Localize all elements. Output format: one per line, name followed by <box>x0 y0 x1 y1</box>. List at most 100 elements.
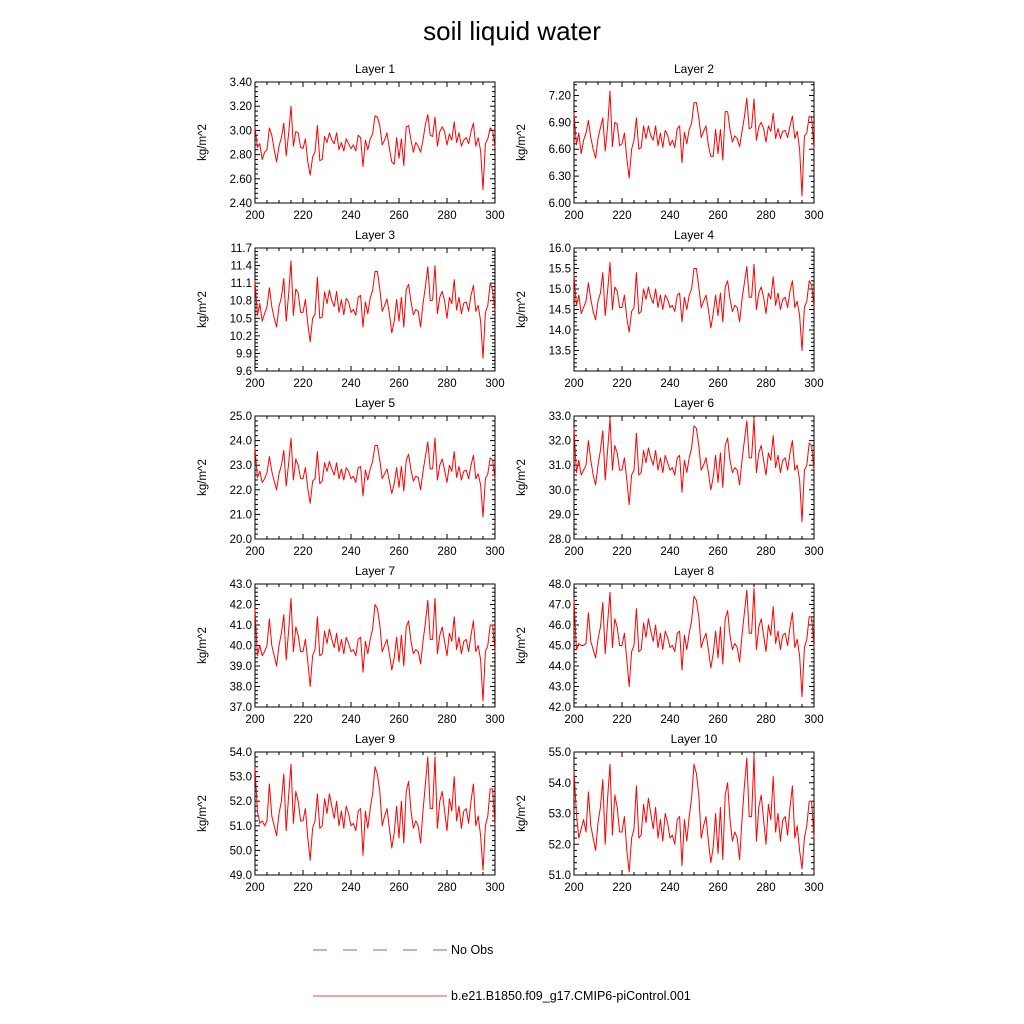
layer-5-ytick-label: 24.0 <box>230 436 252 448</box>
layer-4-ytick-label: 14.5 <box>549 305 571 317</box>
layer-5-xtick-label: 300 <box>485 546 504 558</box>
layer-8-xtick-label: 220 <box>612 714 631 726</box>
figure-title: soil liquid water <box>423 16 601 46</box>
layer-1-ytick-label: 2.60 <box>230 174 252 186</box>
layer-4-title: Layer 4 <box>674 228 714 242</box>
layer-3-series-line <box>254 260 496 359</box>
layer-2-ytick-label: 6.90 <box>549 117 571 129</box>
layer-4-xtick-label: 240 <box>660 378 679 390</box>
layer-5-xtick-label: 280 <box>437 546 456 558</box>
layer-5-ylabel: kg/m^2 <box>197 459 209 496</box>
layer-6-ylabel: kg/m^2 <box>516 459 528 496</box>
layer-1-ylabel: kg/m^2 <box>197 124 209 161</box>
layer-10-xtick-label: 300 <box>804 882 823 894</box>
layer-6-xtick-label: 300 <box>804 546 823 558</box>
layer-6-xtick-label: 280 <box>756 546 775 558</box>
layer-10-panel: 200 220 240 260 280 300 51.0 52.0 53.0 54.0 55.0 La… <box>516 732 824 894</box>
layer-9-ytick-label: 49.0 <box>230 870 252 882</box>
layer-10-ylabel: kg/m^2 <box>516 795 528 832</box>
layer-6-ytick-label: 31.0 <box>549 460 571 472</box>
layer-9-ytick-label: 52.0 <box>230 796 252 808</box>
layer-3-ytick-label: 10.2 <box>230 331 252 343</box>
layer-10-ytick-label: 51.0 <box>549 870 571 882</box>
layer-5-ytick-label: 25.0 <box>230 411 252 423</box>
layer-8-ytick-label: 48.0 <box>549 579 571 591</box>
layer-8-ytick-label: 42.0 <box>549 702 571 714</box>
layer-8-title: Layer 8 <box>674 564 714 578</box>
layer-1-series-line <box>254 105 496 191</box>
layer-8-panel: 200 220 240 260 280 300 42.0 43.0 44.0 45.0 46.0 47… <box>516 564 824 726</box>
layer-7-xtick-label: 240 <box>341 714 360 726</box>
layer-1-xtick-label: 260 <box>389 210 408 222</box>
layer-10-xtick-label: 260 <box>708 882 727 894</box>
layer-7-series-line <box>254 597 496 702</box>
layer-6-xtick-label: 240 <box>660 546 679 558</box>
layer-2-xtick-label: 200 <box>564 210 583 222</box>
layer-6-ytick-label: 33.0 <box>549 411 571 423</box>
layer-1-xtick-label: 300 <box>485 210 504 222</box>
layer-4-series-line <box>573 261 815 351</box>
layer-7-xtick-label: 280 <box>437 714 456 726</box>
layer-1-frame <box>254 81 496 204</box>
layer-3-xtick-label: 240 <box>341 378 360 390</box>
layer-5-ytick-label: 21.0 <box>230 509 252 521</box>
layer-9-panel: 200 220 240 260 280 300 49.0 50.0 51.0 52.0 53.0 54… <box>197 732 505 894</box>
layer-6-xtick-label: 220 <box>612 546 631 558</box>
layer-2-ylabel: kg/m^2 <box>516 124 528 161</box>
legend-no-obs-label: No Obs <box>451 943 493 957</box>
layer-9-xtick-label: 260 <box>389 882 408 894</box>
layer-9-ytick-label: 50.0 <box>230 845 252 857</box>
layer-8-ytick-label: 44.0 <box>549 661 571 673</box>
layer-5-title: Layer 5 <box>355 396 395 410</box>
layer-7-ytick-label: 37.0 <box>230 702 252 714</box>
layer-10-xtick-label: 200 <box>564 882 583 894</box>
layer-10-ytick-label: 52.0 <box>549 839 571 851</box>
layer-1-title: Layer 1 <box>355 62 395 76</box>
layer-7-ytick-label: 39.0 <box>230 661 252 673</box>
layer-5-frame <box>254 415 496 540</box>
layer-7-title: Layer 7 <box>355 564 395 578</box>
layer-9-xtick-label: 240 <box>341 882 360 894</box>
layer-2-xtick-label: 300 <box>804 210 823 222</box>
layer-2-title: Layer 2 <box>674 62 714 76</box>
layer-9-ytick-label: 54.0 <box>230 747 252 759</box>
layer-7-ylabel: kg/m^2 <box>197 627 209 664</box>
layer-1-xtick-label: 240 <box>341 210 360 222</box>
layer-5-xtick-label: 240 <box>341 546 360 558</box>
layer-4-ytick-label: 15.5 <box>549 264 571 276</box>
layer-8-xtick-label: 300 <box>804 714 823 726</box>
layer-2-ytick-label: 6.60 <box>549 144 571 156</box>
layer-6-series-line <box>573 417 815 523</box>
layer-3-ytick-label: 9.6 <box>236 366 252 378</box>
layer-2-xtick-label: 220 <box>612 210 631 222</box>
layer-1-panel: 200 220 240 260 280 300 2.40 2.60 2.80 3.00 3.20 3.… <box>197 62 505 222</box>
layer-3-xtick-label: 200 <box>245 378 264 390</box>
layer-7-ytick-label: 42.0 <box>230 600 252 612</box>
layer-9-title: Layer 9 <box>355 732 395 746</box>
layer-9-ylabel: kg/m^2 <box>197 795 209 832</box>
layer-2-xtick-label: 280 <box>756 210 775 222</box>
layer-3-ylabel: kg/m^2 <box>197 291 209 328</box>
layer-9-ytick-label: 51.0 <box>230 821 252 833</box>
layer-3-ytick-label: 11.1 <box>230 278 252 290</box>
layer-8-ytick-label: 45.0 <box>549 641 571 653</box>
layer-4-ytick-label: 14.0 <box>549 325 571 337</box>
layer-4-xtick-label: 300 <box>804 378 823 390</box>
layer-4-xtick-label: 200 <box>564 378 583 390</box>
layer-3-xtick-label: 300 <box>485 378 504 390</box>
layer-1-xtick-label: 200 <box>245 210 264 222</box>
layer-3-panel: 200 220 240 260 280 300 9.6 9.9 10.2 10.5 10.8 11.1… <box>197 228 505 390</box>
layer-6-title: Layer 6 <box>674 396 714 410</box>
layer-7-ytick-label: 43.0 <box>230 579 252 591</box>
layer-5-xtick-label: 220 <box>293 546 312 558</box>
layer-7-panel: 200 220 240 260 280 300 37.0 38.0 39.0 40.0 41.0 42… <box>197 564 505 726</box>
layer-8-xtick-label: 200 <box>564 714 583 726</box>
layer-3-title: Layer 3 <box>355 228 395 242</box>
layer-8-xtick-label: 280 <box>756 714 775 726</box>
layer-2-panel: 200 220 240 260 280 300 6.00 6.30 6.60 6.90 7.20 La… <box>516 62 824 222</box>
layer-1-ytick-label: 3.00 <box>230 125 252 137</box>
layer-7-xtick-label: 200 <box>245 714 264 726</box>
layer-6-xtick-label: 260 <box>708 546 727 558</box>
layer-6-ytick-label: 29.0 <box>549 509 571 521</box>
layer-6-panel: 200 220 240 260 280 300 28.0 29.0 30.0 31.0 32.0 33… <box>516 396 824 558</box>
